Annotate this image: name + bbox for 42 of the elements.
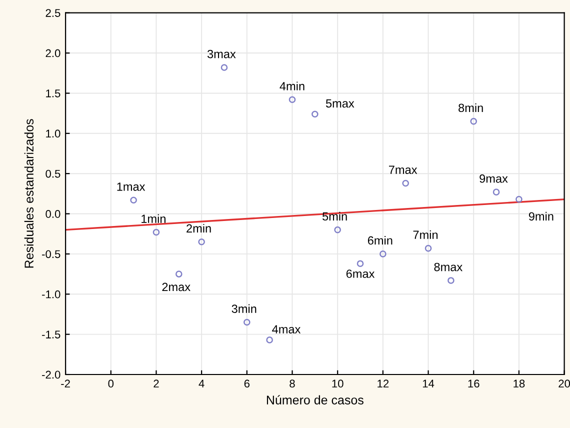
y-tick-label: 1.5 — [46, 90, 60, 98]
annotation: 1min — [142, 214, 166, 223]
x-tick-label: 18 — [514, 380, 525, 388]
annotation: 7min — [413, 230, 438, 239]
y-tick-label: 2.0 — [46, 49, 60, 58]
annotation: 9max — [480, 174, 508, 183]
x-tick-label: 12 — [378, 380, 389, 388]
annotation: 4min — [280, 82, 304, 90]
annotation: 3min — [232, 304, 256, 313]
annotation: 8max — [434, 262, 462, 272]
x-tick-label: -2 — [61, 380, 70, 388]
annotation: 6max — [346, 270, 375, 278]
y-tick-label: -1.0 — [42, 290, 60, 298]
annotation: 4max — [272, 325, 301, 334]
annotation: 2min — [186, 224, 211, 232]
y-tick-label: 0.5 — [46, 170, 60, 178]
x-tick-label: 4 — [198, 380, 204, 388]
y-tick-label: -0.5 — [42, 250, 60, 258]
y-tick-label: 1.0 — [46, 130, 60, 138]
annotation: 5min — [322, 212, 347, 221]
x-tick-label: 10 — [332, 380, 344, 388]
annotation: 9min — [528, 212, 554, 221]
y-axis-title: Residuales estandarizados — [24, 119, 34, 268]
annotation: 5max — [326, 99, 354, 108]
x-tick-label: 8 — [290, 380, 295, 388]
x-axis-title: Número de casos — [266, 395, 364, 404]
x-tick-label: 14 — [422, 380, 434, 388]
annotation: 7max — [389, 166, 418, 174]
x-tick-label: 16 — [468, 380, 480, 388]
y-tick-label: 2.5 — [46, 9, 60, 17]
annotation: 8min — [458, 103, 483, 112]
x-tick-label: 2 — [154, 380, 159, 388]
x-tick-label: 6 — [244, 380, 250, 388]
annotation: 2max — [162, 282, 190, 292]
y-tick-label: 0.0 — [46, 210, 60, 218]
y-tick-label: -2.0 — [42, 370, 60, 379]
y-tick-label: -1.5 — [42, 330, 60, 338]
annotation: 3max — [207, 50, 236, 58]
annotation: 6min — [368, 236, 392, 245]
x-tick-label: 0 — [108, 380, 114, 388]
x-tick-label: 20 — [558, 380, 570, 388]
annotation: 1max — [117, 182, 146, 191]
